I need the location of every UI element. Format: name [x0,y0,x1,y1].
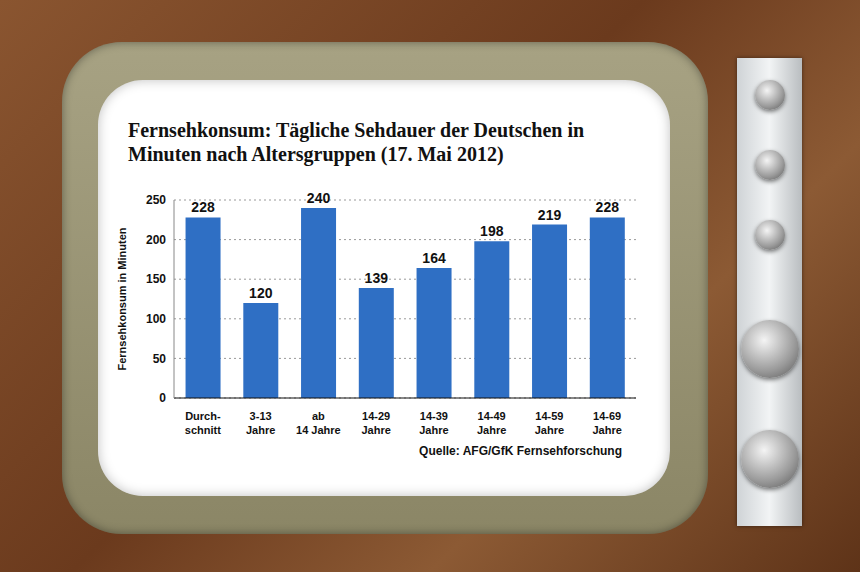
svg-text:Jahre: Jahre [592,424,621,436]
svg-text:240: 240 [307,190,331,206]
svg-text:Jahre: Jahre [246,424,275,436]
svg-text:50: 50 [153,352,167,366]
svg-text:164: 164 [422,250,446,266]
svg-text:120: 120 [249,285,273,301]
svg-text:14-59: 14-59 [535,410,563,422]
svg-text:14 Jahre: 14 Jahre [296,424,341,436]
svg-text:200: 200 [146,233,166,247]
svg-text:139: 139 [365,270,389,286]
svg-text:3-13: 3-13 [250,410,272,422]
svg-text:Durch-: Durch- [185,410,221,422]
svg-text:14-29: 14-29 [362,410,390,422]
html-text:Fernsehkonsum: Tägliche Sehdau: Fernsehkonsum: Tägliche Sehdauer der Deu… [128,119,585,165]
svg-text:schnitt: schnitt [185,424,221,436]
svg-text:ab: ab [312,410,325,422]
svg-text:150: 150 [146,272,166,286]
svg-text:Jahre: Jahre [361,424,390,436]
svg-text:250: 250 [146,193,166,207]
svg-text:219: 219 [538,207,562,223]
svg-text:14-69: 14-69 [593,410,621,422]
svg-text:Jahre: Jahre [535,424,564,436]
svg-text:14-39: 14-39 [420,410,448,422]
html-text:Quelle: AFG/GfK Fernsehforschu: Quelle: AFG/GfK Fernsehforschung [419,444,622,458]
svg-text:0: 0 [159,391,166,405]
svg-text:Jahre: Jahre [419,424,448,436]
svg-text:Fernsehkonsum in Minuten: Fernsehkonsum in Minuten [116,227,128,370]
svg-text:198: 198 [480,223,504,239]
svg-text:Jahre: Jahre [477,424,506,436]
svg-text:100: 100 [146,312,166,326]
svg-text:14-49: 14-49 [478,410,506,422]
svg-text:228: 228 [191,199,215,215]
svg-text:228: 228 [596,199,620,215]
